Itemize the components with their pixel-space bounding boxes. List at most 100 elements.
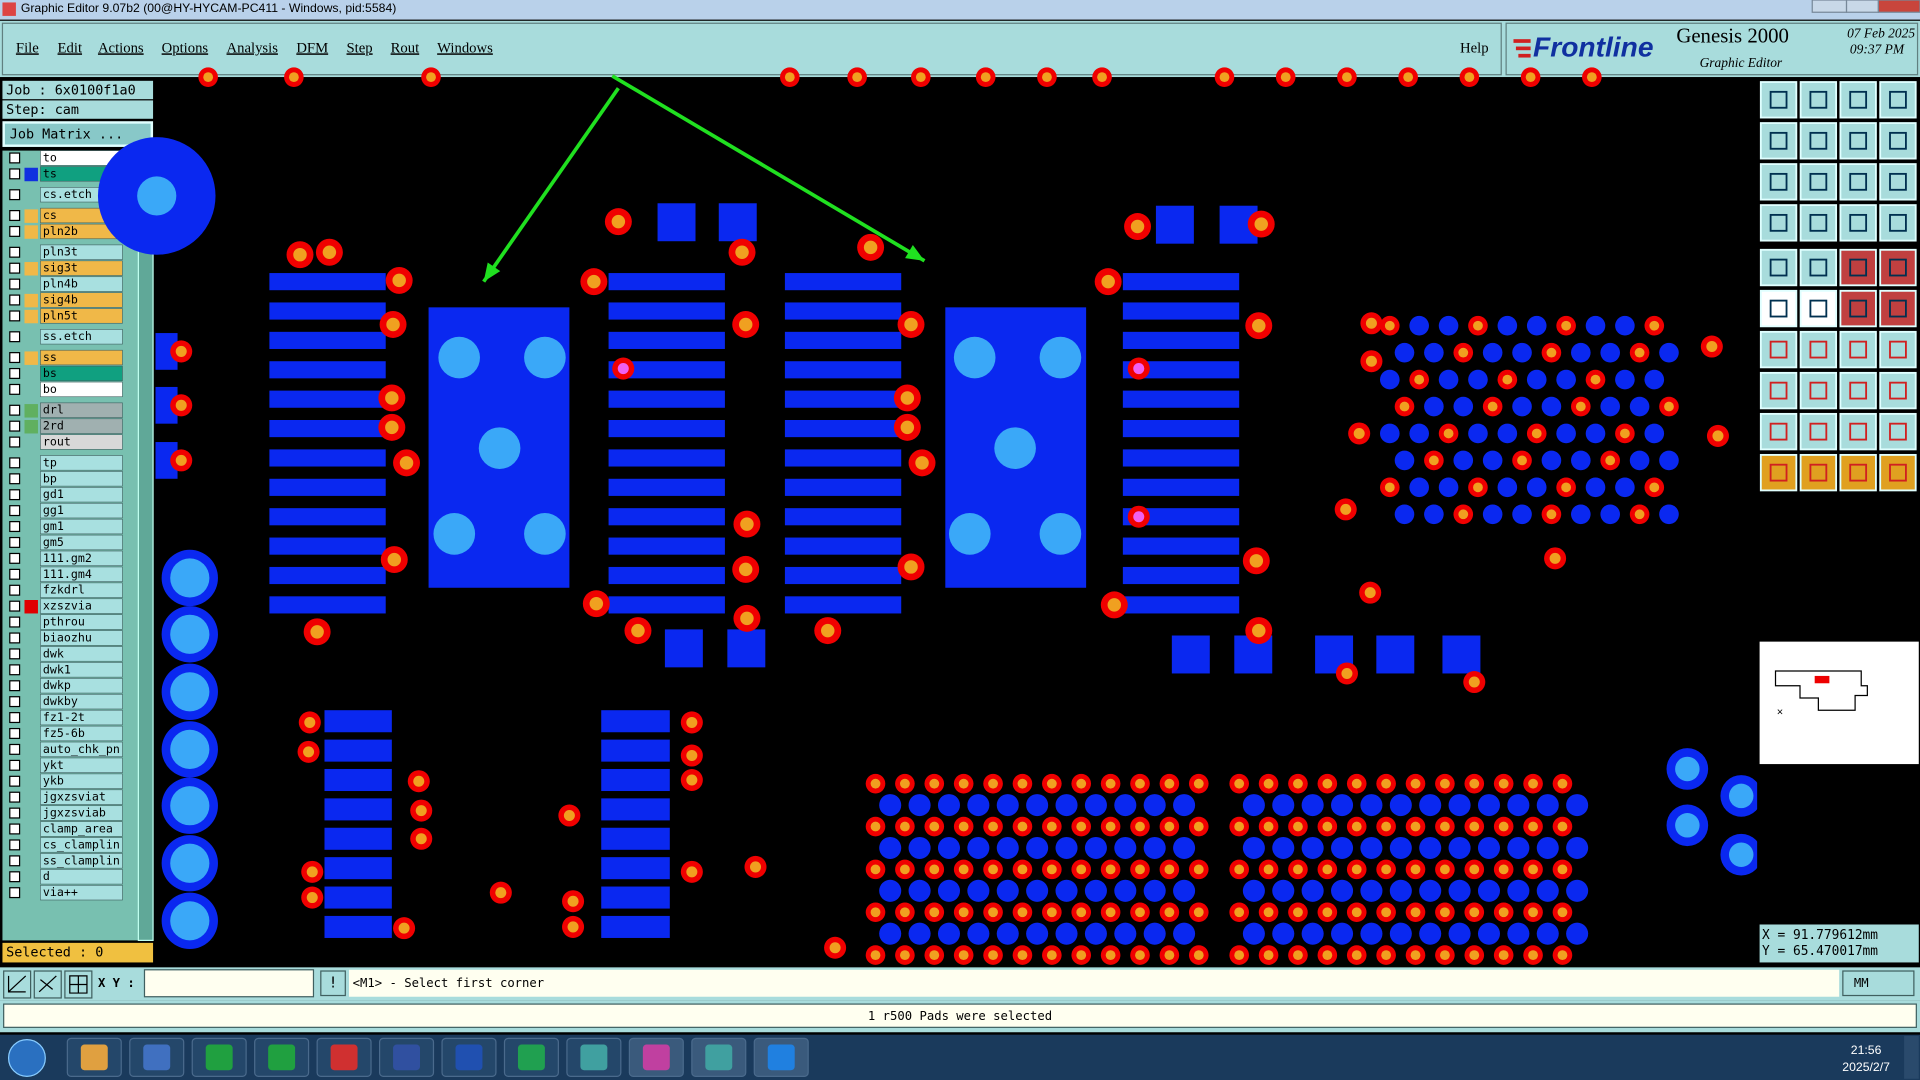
tool-button[interactable] <box>1879 204 1917 242</box>
layer-field[interactable] <box>40 789 123 805</box>
layer-checkbox[interactable] <box>9 152 21 164</box>
layer-checkbox[interactable] <box>9 367 21 379</box>
help-menu[interactable]: Help <box>1460 40 1489 56</box>
layer-field[interactable] <box>40 646 123 662</box>
layer-checkbox[interactable] <box>9 648 21 660</box>
menu-item[interactable]: Windows <box>437 40 493 56</box>
layer-checkbox[interactable] <box>9 616 21 628</box>
layer-checkbox[interactable] <box>9 632 21 644</box>
tool-button[interactable] <box>1799 122 1838 160</box>
menu-item[interactable]: Options <box>162 40 209 56</box>
layer-checkbox[interactable] <box>9 246 21 258</box>
units-button[interactable] <box>1842 970 1915 997</box>
tool-button[interactable] <box>1759 412 1798 451</box>
layer-checkbox[interactable] <box>9 383 21 395</box>
layer-checkbox[interactable] <box>9 210 21 222</box>
graphic-canvas[interactable] <box>97 67 1763 968</box>
tool-button[interactable] <box>1799 248 1838 287</box>
layer-field[interactable] <box>40 260 123 276</box>
menu-item[interactable]: DFM <box>296 40 328 56</box>
layer-checkbox[interactable] <box>9 473 21 485</box>
layer-field[interactable] <box>40 566 123 582</box>
tool-button[interactable] <box>1759 163 1798 201</box>
layer-field[interactable] <box>40 837 123 853</box>
layer-checkbox[interactable] <box>9 505 21 517</box>
layer-field[interactable] <box>40 869 123 885</box>
layer-checkbox[interactable] <box>9 712 21 724</box>
layer-checkbox[interactable] <box>9 823 21 835</box>
tool-button[interactable] <box>1879 371 1917 410</box>
layer-checkbox[interactable] <box>9 278 21 290</box>
layer-checkbox[interactable] <box>9 584 21 596</box>
layer-field[interactable] <box>40 455 123 471</box>
tool-button[interactable] <box>1759 453 1798 492</box>
tool-button[interactable] <box>1759 122 1798 160</box>
layer-field[interactable] <box>40 329 123 345</box>
layer-field[interactable] <box>40 662 123 678</box>
layer-field[interactable] <box>40 244 123 260</box>
tool-button[interactable] <box>1879 453 1917 492</box>
layer-checkbox[interactable] <box>9 855 21 867</box>
tool-button[interactable] <box>1839 412 1877 451</box>
layer-checkbox[interactable] <box>9 168 21 180</box>
layer-field[interactable] <box>40 757 123 773</box>
layer-field[interactable] <box>40 276 123 292</box>
layer-checkbox[interactable] <box>9 791 21 803</box>
layer-field[interactable] <box>40 693 123 710</box>
tool-button[interactable] <box>1799 289 1838 328</box>
tool-button[interactable] <box>1839 289 1877 328</box>
layer-field[interactable] <box>40 292 123 308</box>
tool-button[interactable] <box>1759 289 1798 328</box>
layer-field[interactable] <box>40 502 123 519</box>
tool-button[interactable] <box>1759 330 1798 369</box>
layer-checkbox[interactable] <box>9 521 21 533</box>
tool-button[interactable] <box>1759 204 1798 242</box>
maximize-button[interactable] <box>1845 0 1879 13</box>
layer-checkbox[interactable] <box>9 600 21 612</box>
layer-field[interactable] <box>40 678 123 694</box>
layer-checkbox[interactable] <box>9 352 21 364</box>
layer-field[interactable] <box>40 630 123 646</box>
layer-checkbox[interactable] <box>9 189 21 201</box>
layer-field[interactable] <box>40 821 123 837</box>
layer-checkbox[interactable] <box>9 331 21 343</box>
tool-button[interactable] <box>1839 122 1877 160</box>
tool-button[interactable] <box>1799 81 1838 119</box>
layer-field[interactable] <box>40 709 123 726</box>
tool-button[interactable] <box>1799 330 1838 369</box>
tool-button[interactable] <box>1839 163 1877 201</box>
info-button[interactable] <box>320 970 346 997</box>
tool-button[interactable] <box>1839 81 1877 119</box>
layer-checkbox[interactable] <box>9 759 21 771</box>
layer-field[interactable] <box>40 773 123 789</box>
layer-field[interactable] <box>40 402 123 418</box>
show-desktop[interactable] <box>1904 1035 1919 1079</box>
layer-scrollbar[interactable] <box>137 150 154 942</box>
menu-item[interactable]: Rout <box>391 40 420 56</box>
menu-item[interactable]: Step <box>347 40 373 56</box>
layer-checkbox[interactable] <box>9 807 21 819</box>
menu-item[interactable]: Edit <box>58 40 82 56</box>
tool-button[interactable] <box>1879 122 1917 160</box>
tool-button[interactable] <box>1839 371 1877 410</box>
layer-checkbox[interactable] <box>9 775 21 787</box>
layer-field[interactable] <box>40 518 123 535</box>
minimize-button[interactable] <box>1811 0 1848 13</box>
tool-button[interactable] <box>1799 453 1838 492</box>
layer-checkbox[interactable] <box>9 457 21 469</box>
tool-button[interactable] <box>1759 371 1798 410</box>
layer-checkbox[interactable] <box>9 887 21 899</box>
layer-checkbox[interactable] <box>9 743 21 755</box>
layer-field[interactable] <box>40 741 123 758</box>
tool-button[interactable] <box>1879 163 1917 201</box>
layer-field[interactable] <box>40 614 123 630</box>
layer-field[interactable] <box>40 418 123 434</box>
layer-field[interactable] <box>40 487 123 503</box>
layer-checkbox[interactable] <box>9 568 21 580</box>
layer-field[interactable] <box>40 381 123 398</box>
layer-checkbox[interactable] <box>9 294 21 306</box>
tool-button[interactable] <box>1879 248 1917 287</box>
layer-checkbox[interactable] <box>9 225 21 237</box>
menu-item[interactable]: Analysis <box>227 40 279 56</box>
layer-checkbox[interactable] <box>9 262 21 274</box>
